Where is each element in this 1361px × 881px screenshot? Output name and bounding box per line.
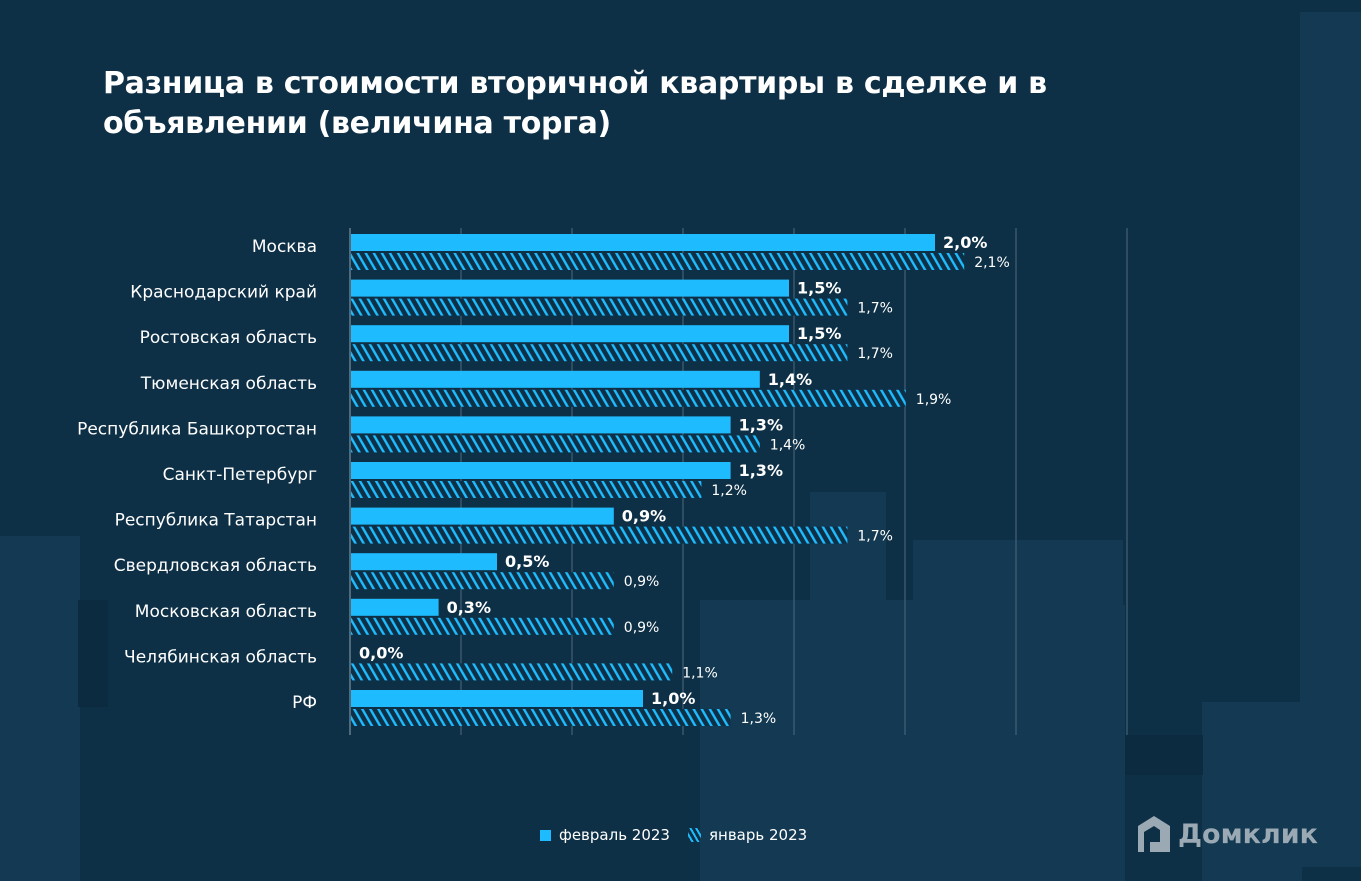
value-label-jan: 1,3%: [741, 711, 777, 727]
bar-feb: [351, 234, 935, 251]
bar-jan: [351, 663, 673, 681]
logo-text: Домклик: [1178, 818, 1319, 850]
bar-feb: [351, 370, 760, 388]
category-label: Московская область: [135, 602, 317, 622]
skyline-bg: [78, 600, 108, 707]
value-label-feb: 1,3%: [739, 461, 783, 480]
legend-label: февраль 2023: [559, 826, 670, 844]
bar-feb: [351, 325, 789, 343]
chart-title: Разница в стоимости вторичной квартиры в…: [103, 66, 1047, 141]
value-label-feb: 0,0%: [359, 643, 403, 662]
value-label-jan: 0,9%: [624, 620, 660, 636]
legend-item-jan: январь 2023: [687, 826, 808, 844]
bar-jan: [351, 298, 848, 316]
skyline-bg: [0, 536, 80, 881]
value-label-jan: 1,7%: [857, 529, 893, 545]
bar-jan: [351, 481, 702, 498]
legend: февраль 2023 январь 2023: [540, 826, 807, 844]
legend-item-feb: февраль 2023: [540, 826, 670, 844]
house-logo-icon: [1138, 816, 1170, 852]
bar-jan: [351, 617, 614, 635]
bar-feb: [351, 462, 731, 479]
value-label-jan: 0,9%: [624, 574, 660, 590]
value-label-jan: 1,7%: [857, 301, 893, 317]
value-label-feb: 0,5%: [505, 552, 549, 571]
value-label-jan: 1,4%: [770, 437, 806, 453]
bar-jan: [351, 526, 848, 544]
bar-feb: [351, 690, 643, 707]
category-label: Республика Башкортостан: [77, 419, 317, 439]
domclick-logo: Домклик: [1136, 814, 1318, 854]
bar-jan: [351, 344, 848, 362]
hatched-swatch-icon: [687, 828, 701, 842]
category-label: Свердловская область: [114, 556, 317, 576]
value-label-feb: 1,3%: [739, 415, 783, 434]
bar-feb: [351, 553, 497, 571]
bar-feb: [351, 598, 439, 616]
bar-feb: [351, 416, 731, 434]
bar-jan: [351, 435, 760, 453]
skyline-bg: [810, 492, 886, 881]
value-label-jan: 1,2%: [711, 483, 747, 499]
category-label: Краснодарский край: [130, 283, 317, 303]
value-label-jan: 1,1%: [682, 665, 718, 681]
skyline-bg: [1202, 702, 1302, 881]
bar-jan: [351, 709, 731, 726]
value-label-feb: 0,3%: [447, 598, 491, 617]
bar-jan: [351, 389, 906, 407]
category-label: Санкт-Петербург: [163, 465, 317, 485]
skyline-bg: [1125, 735, 1203, 775]
category-label: Челябинская область: [124, 647, 317, 667]
category-label: Тюменская область: [140, 374, 317, 394]
category-label: Москва: [252, 237, 317, 257]
bar-feb: [351, 279, 789, 297]
skyline-bg: [1000, 605, 1125, 881]
value-label-feb: 1,0%: [651, 689, 695, 708]
solid-swatch-icon: [540, 829, 551, 841]
value-label-feb: 1,4%: [768, 370, 812, 389]
value-label-feb: 1,5%: [797, 324, 841, 343]
bar-jan: [351, 253, 965, 270]
category-label: Ростовская область: [140, 328, 317, 348]
value-label-jan: 1,9%: [916, 392, 952, 408]
value-label-jan: 2,1%: [974, 255, 1010, 271]
bar-jan: [351, 572, 614, 590]
value-label-feb: 2,0%: [943, 233, 987, 252]
value-label-feb: 1,5%: [797, 279, 841, 298]
value-label-jan: 1,7%: [857, 346, 893, 362]
category-label: Республика Татарстан: [115, 511, 317, 531]
skyline-bg: [1300, 12, 1361, 867]
category-label: РФ: [292, 693, 317, 713]
bar-feb: [351, 507, 614, 525]
legend-label: январь 2023: [708, 826, 808, 844]
value-label-feb: 0,9%: [622, 507, 666, 526]
